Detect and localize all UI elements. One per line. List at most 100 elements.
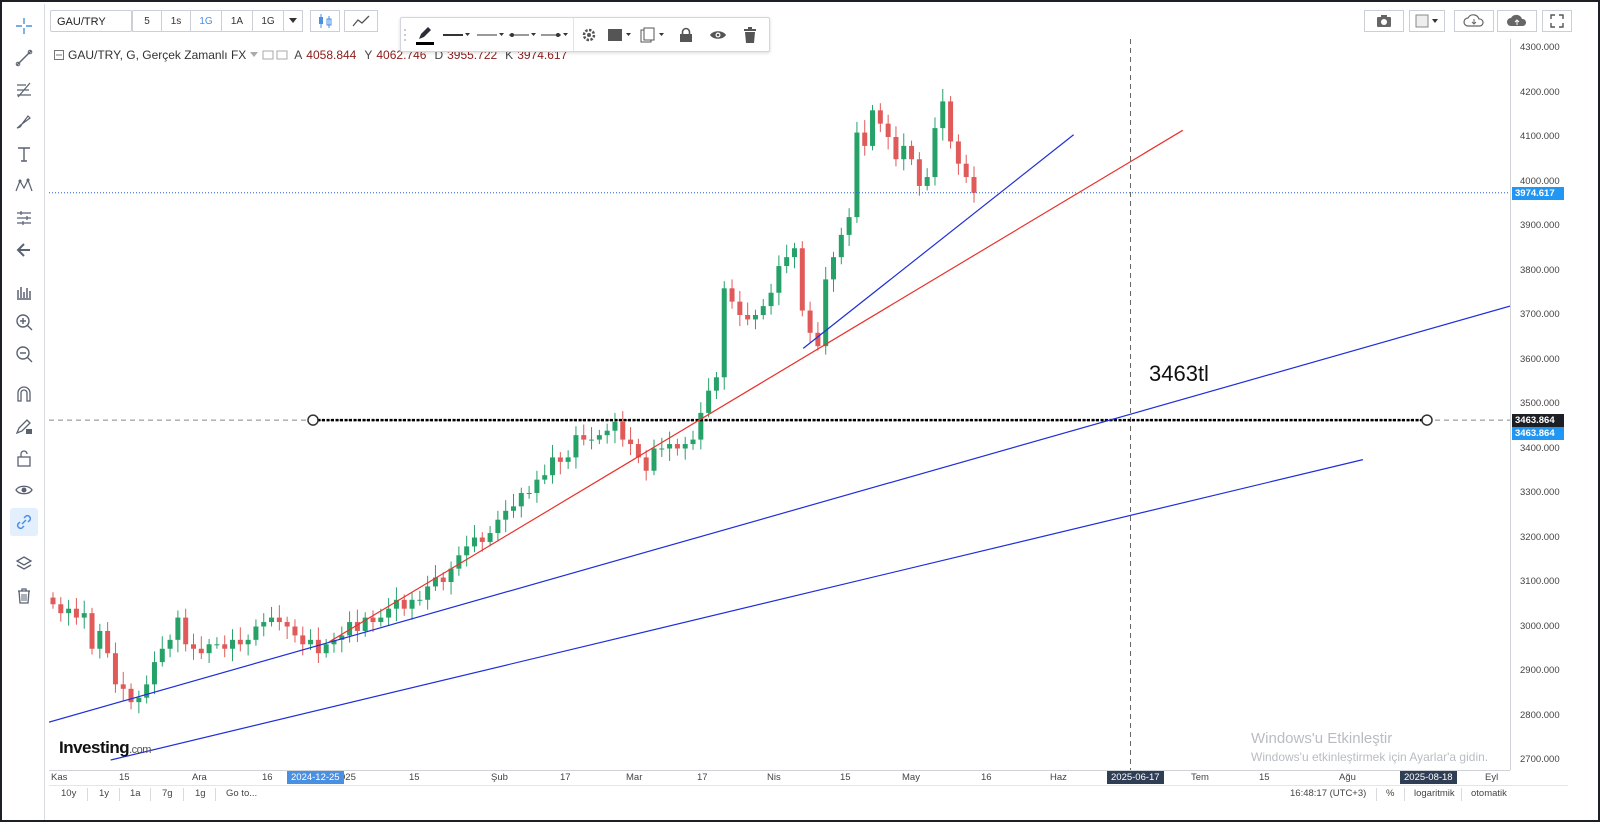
line-start-dropdown[interactable] <box>507 18 539 51</box>
link-icon[interactable] <box>10 508 38 536</box>
percent-toggle[interactable]: % <box>1386 788 1395 799</box>
trendline-tool-icon[interactable] <box>10 44 38 72</box>
candle <box>300 626 306 656</box>
candle <box>144 675 150 704</box>
candle <box>682 436 688 460</box>
time-tick-label: May <box>902 772 920 783</box>
candle <box>401 594 407 616</box>
logo-suffix: .com <box>129 744 151 756</box>
back-arrow-icon[interactable] <box>10 236 38 264</box>
color-picker-button[interactable] <box>1409 10 1445 32</box>
zoom-in-icon[interactable] <box>10 308 38 336</box>
legend-chevron-icon[interactable] <box>250 52 259 58</box>
candle <box>776 255 782 306</box>
line-handle-left[interactable] <box>307 414 319 426</box>
candle <box>253 619 259 646</box>
chart-text-annotation[interactable]: 3463tl <box>1149 361 1209 386</box>
candle <box>659 437 665 457</box>
line-handle-right[interactable] <box>1421 414 1433 426</box>
visibility-dropdown[interactable] <box>604 18 636 51</box>
magnet-icon[interactable] <box>10 380 38 408</box>
drag-handle[interactable] <box>401 18 409 51</box>
fullscreen-button[interactable] <box>1542 10 1572 32</box>
line-color-button[interactable] <box>410 18 440 51</box>
crosshair-icon[interactable] <box>10 12 38 40</box>
candle <box>729 279 735 309</box>
interval-1a[interactable]: 1A <box>221 10 253 32</box>
pencil-lock-icon[interactable] <box>10 412 38 440</box>
trendline-blue[interactable] <box>49 305 1510 723</box>
goto-button[interactable]: Go to... <box>226 788 258 799</box>
time-tick-label: Kas <box>51 772 68 783</box>
line-end-dropdown[interactable] <box>539 18 571 51</box>
chart-plot-area[interactable] <box>49 39 1510 770</box>
watermark-title: Windows'u Etkinleştir <box>1251 730 1393 747</box>
candle <box>183 608 189 652</box>
line-style-dropdown[interactable] <box>475 18 507 51</box>
interval-1g-selected[interactable]: 1G <box>190 10 222 32</box>
time-tick-label: Haz <box>1050 772 1067 783</box>
interval-1s[interactable]: 1s <box>161 10 191 32</box>
trash-icon[interactable] <box>10 582 38 610</box>
log-scale-toggle[interactable]: logaritmik <box>1414 788 1455 799</box>
clone-dropdown[interactable] <box>637 18 669 51</box>
interval-5[interactable]: 5 <box>132 10 162 32</box>
cloud-save-button[interactable] <box>1454 10 1494 32</box>
candle <box>222 635 228 658</box>
interval-dropdown-button[interactable] <box>283 10 303 32</box>
candle <box>378 608 384 627</box>
unlock-icon[interactable] <box>10 444 38 472</box>
trendline-blue[interactable] <box>110 459 1364 761</box>
time-axis[interactable]: Kas 15 Ara 16 025 15 Şub 17 Mar 17 Nis 15 May 16 Haz Te… <box>49 770 1510 785</box>
measure-tool-icon[interactable] <box>10 204 38 232</box>
indicator-tool-icon[interactable] <box>10 278 38 306</box>
candle <box>66 599 72 626</box>
auto-scale-toggle[interactable]: otomatik <box>1471 788 1507 799</box>
price-axis[interactable]: 4300.000 4200.000 4100.000 4000.000 3900.000… <box>1510 39 1567 770</box>
text-tool-icon[interactable] <box>10 140 38 168</box>
layers-icon[interactable] <box>10 550 38 578</box>
lock-drawing-button[interactable] <box>671 18 701 51</box>
right-margin <box>1568 39 1598 799</box>
time-tick-label: 16 <box>262 772 273 783</box>
candle <box>745 302 751 326</box>
drawing-settings-button[interactable] <box>573 18 604 51</box>
time-tick-label: 17 <box>697 772 708 783</box>
screenshot-button[interactable] <box>1364 10 1404 32</box>
legend-low-label: D <box>434 48 444 62</box>
candle <box>557 452 563 475</box>
legend-title: GAU/TRY, G, Gerçek Zamanlı FX <box>68 48 247 62</box>
line-width-dropdown[interactable] <box>441 18 473 51</box>
range-1g-button[interactable]: 1g <box>195 788 206 799</box>
candles-chart-type-button[interactable] <box>310 10 340 32</box>
zoom-out-icon[interactable] <box>10 340 38 368</box>
symbol-search-input[interactable]: GAU/TRY <box>50 10 132 32</box>
brush-tool-icon[interactable] <box>10 108 38 136</box>
eye-icon[interactable] <box>10 476 38 504</box>
candle <box>89 607 95 655</box>
range-1a-button[interactable]: 1a <box>130 788 141 799</box>
candle <box>511 493 516 518</box>
cloud-upload-button[interactable] <box>1497 10 1537 32</box>
candle <box>573 426 579 469</box>
pattern-tool-icon[interactable] <box>10 172 38 200</box>
fibonacci-tool-icon[interactable] <box>10 76 38 104</box>
candle <box>596 429 602 445</box>
range-1y-button[interactable]: 1y <box>99 788 110 799</box>
time-tick-label: 15 <box>1259 772 1270 783</box>
area-chart-type-button[interactable] <box>344 10 378 32</box>
price-tick-label: 3900.000 <box>1520 220 1560 231</box>
candle <box>159 636 165 667</box>
candle <box>245 634 251 656</box>
drawing-properties-toolbar <box>400 17 770 52</box>
trendline-red[interactable] <box>328 129 1184 643</box>
legend-settings-icon[interactable] <box>262 50 290 60</box>
trendline-blue[interactable] <box>802 134 1074 349</box>
interval-1g[interactable]: 1G <box>252 10 284 32</box>
collapse-legend-icon[interactable] <box>54 50 64 60</box>
range-10y-button[interactable]: 10y <box>61 788 77 799</box>
delete-drawing-button[interactable] <box>735 18 765 51</box>
candle <box>846 208 852 247</box>
hide-drawing-button[interactable] <box>702 18 734 51</box>
range-7g-button[interactable]: 7g <box>162 788 173 799</box>
